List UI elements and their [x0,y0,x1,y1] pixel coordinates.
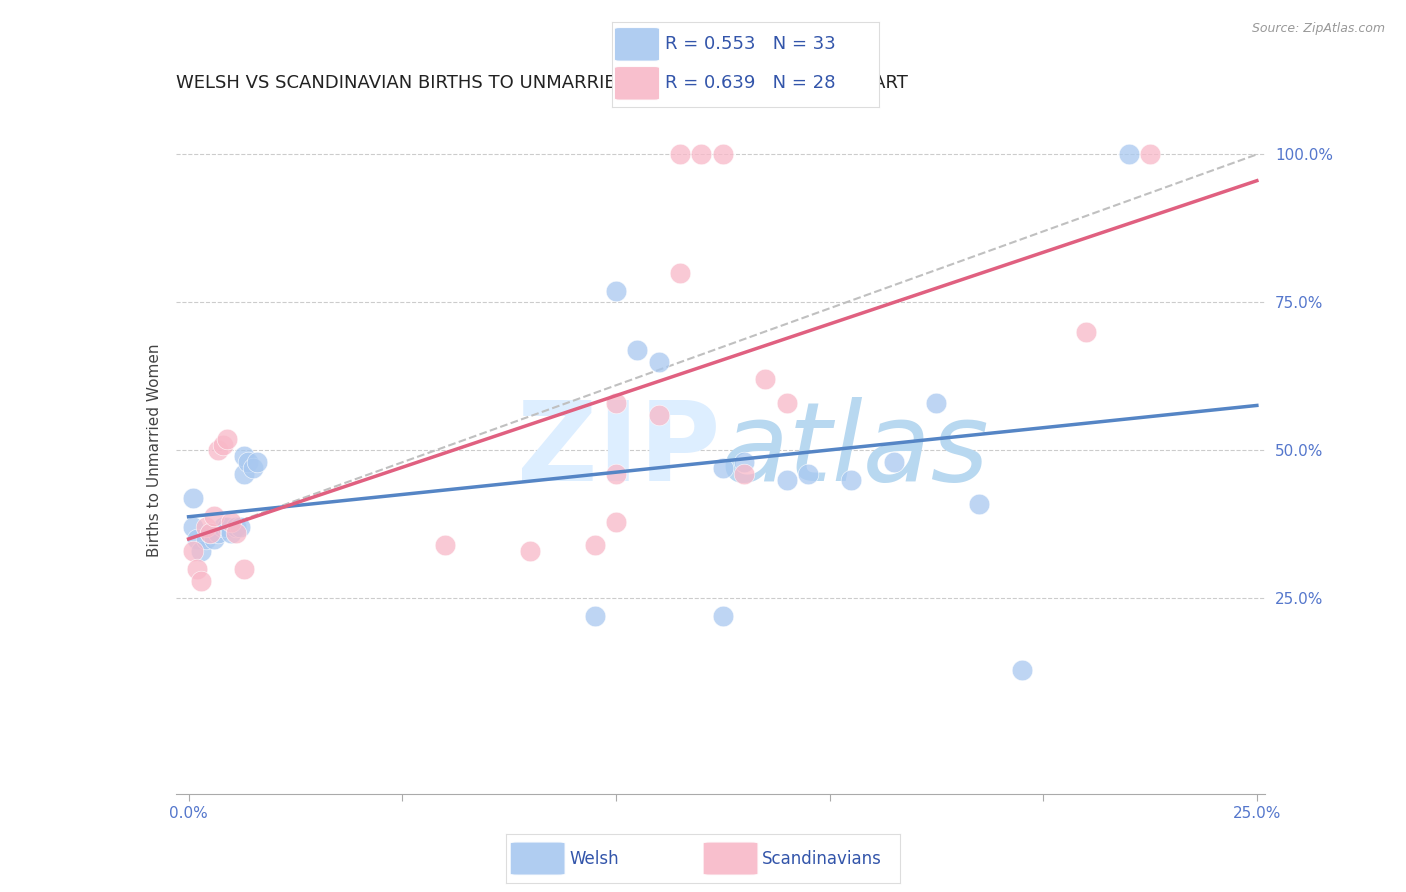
Point [733,467,755,482]
Point [221,515,243,529]
FancyBboxPatch shape [510,842,565,875]
Point [233,450,256,464]
Text: R = 0.639   N = 28: R = 0.639 N = 28 [665,74,835,92]
Point [583,609,606,624]
Point [211,520,233,534]
Point [229,520,252,534]
Point [754,372,776,386]
Point [202,508,225,523]
Point [647,408,669,422]
Point [198,526,221,541]
Point [233,467,256,482]
Point [207,526,229,541]
Point [776,396,799,410]
Text: ZIP: ZIP [517,397,721,504]
Point [776,473,799,487]
Point [626,343,648,357]
Text: Scandinavians: Scandinavians [762,849,882,868]
FancyBboxPatch shape [614,28,659,62]
Point [925,396,948,410]
Point [233,562,256,576]
Point [181,544,204,558]
FancyBboxPatch shape [614,66,659,100]
Point [883,455,905,469]
Point [194,520,217,534]
Point [1011,663,1033,677]
Point [647,354,669,368]
Point [215,432,238,446]
Text: Welsh: Welsh [569,849,619,868]
Point [246,455,269,469]
Point [711,609,734,624]
Point [583,538,606,552]
Point [225,520,247,534]
Point [194,533,217,547]
Point [839,473,862,487]
Point [711,147,734,161]
Point [211,437,233,451]
Point [605,467,627,482]
Point [186,562,208,576]
Point [242,461,264,475]
Point [519,544,541,558]
Text: R = 0.553   N = 33: R = 0.553 N = 33 [665,36,835,54]
Point [1118,147,1140,161]
Text: atlas: atlas [721,397,990,504]
Point [181,491,204,505]
Point [190,574,212,588]
Point [605,396,627,410]
Text: Source: ZipAtlas.com: Source: ZipAtlas.com [1251,22,1385,36]
Point [1139,147,1161,161]
Point [225,526,247,541]
Point [711,461,734,475]
Point [733,455,755,469]
Point [198,526,221,541]
Point [605,515,627,529]
Point [967,497,990,511]
Point [190,544,212,558]
Point [221,526,243,541]
Point [1074,325,1097,339]
Point [797,467,820,482]
Text: WELSH VS SCANDINAVIAN BIRTHS TO UNMARRIED WOMEN CORRELATION CHART: WELSH VS SCANDINAVIAN BIRTHS TO UNMARRIE… [176,74,908,92]
Point [433,538,456,552]
Point [690,147,713,161]
Point [215,520,238,534]
Point [238,455,260,469]
Point [669,266,692,280]
Point [669,147,692,161]
Point [181,520,204,534]
FancyBboxPatch shape [703,842,758,875]
Point [605,284,627,298]
Point [186,533,208,547]
Point [202,533,225,547]
Point [207,443,229,458]
Y-axis label: Births to Unmarried Women: Births to Unmarried Women [146,343,162,558]
